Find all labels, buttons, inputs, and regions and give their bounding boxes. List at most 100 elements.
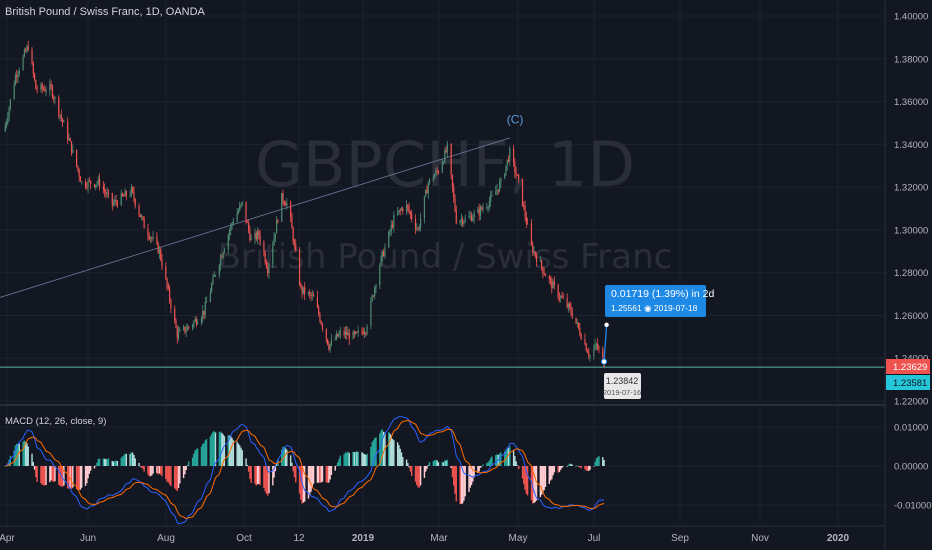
macd-histogram-bar	[40, 466, 42, 484]
macd-histogram-bar	[489, 457, 492, 466]
price-range-measure[interactable]: 0.01719 (1.39%) in 2d 1.25561 ◉ 2019-07-…	[600, 285, 714, 365]
candle-body	[249, 230, 251, 241]
macd-histogram-bar	[81, 466, 83, 488]
macd-histogram-bar	[509, 446, 511, 466]
trendline-segment[interactable]	[0, 137, 510, 320]
macd-histogram-bar	[393, 440, 395, 466]
candle-body	[479, 207, 482, 216]
candle-body	[177, 331, 180, 339]
price-axis[interactable]: 1.40000 1.38000 1.36000 1.34000 1.32000 1.300…	[884, 0, 932, 550]
macd-histogram-bar	[487, 462, 489, 466]
candle-body	[543, 273, 545, 275]
macd-histogram-bar	[157, 466, 159, 475]
candle-body	[418, 227, 420, 229]
candle-body	[500, 178, 502, 183]
candle-body	[84, 181, 87, 187]
macd-histogram-bar	[562, 465, 564, 467]
candle-body	[292, 228, 294, 243]
candle-body	[197, 322, 199, 325]
candle-body	[298, 251, 301, 285]
macd-histogram-bar	[575, 465, 577, 467]
macd-histogram-bar	[115, 460, 117, 466]
macd-histogram-bar	[553, 466, 556, 473]
candle-body	[9, 99, 11, 108]
macd-histogram-bar	[87, 466, 89, 479]
macd-histogram-bar	[535, 466, 538, 501]
candle-body	[597, 343, 599, 349]
candle-body	[552, 281, 554, 289]
macd-histogram-bar	[325, 466, 328, 483]
candle-body	[41, 84, 43, 89]
macd-histogram-bar	[464, 466, 466, 497]
candle-body	[255, 232, 257, 239]
macd-histogram-bar	[177, 466, 180, 489]
macd-histogram-bar	[479, 466, 482, 468]
macd-histogram	[4, 429, 605, 505]
macd-histogram-bar	[402, 456, 404, 466]
macd-histogram-bar	[205, 439, 208, 466]
macd-histogram-bar	[95, 465, 97, 467]
candle-body	[158, 249, 161, 254]
candle-body	[577, 322, 580, 328]
macd-histogram-bar	[454, 466, 456, 494]
macd-histogram-bar	[433, 460, 436, 466]
candle-body	[227, 235, 229, 250]
candle-body	[202, 310, 204, 318]
time-tick-label: Jun	[80, 533, 96, 544]
macd-histogram-bar	[459, 466, 461, 505]
macd-axis-ticks: 0.01000 0.00000 -0.01000	[894, 423, 932, 512]
macd-histogram-bar	[121, 456, 124, 466]
candle-body	[59, 114, 61, 116]
macd-histogram-bar	[148, 466, 150, 477]
candle-body	[160, 249, 162, 260]
candle-body	[446, 143, 448, 152]
candle-body	[472, 217, 474, 221]
candle-body	[209, 291, 211, 302]
time-tick-label: Nov	[751, 533, 769, 544]
macd-histogram-bar	[88, 466, 91, 474]
candle-body	[79, 176, 82, 183]
candle-body	[111, 193, 113, 205]
macd-histogram-bar	[470, 466, 473, 486]
candle-body	[276, 219, 278, 234]
measure-end-point[interactable]	[604, 322, 609, 328]
price-tick-label: 1.28000	[894, 268, 928, 279]
time-axis[interactable]: Apr Jun Aug Oct 12 2019 Mar May Jul Sep Nov 2020	[0, 525, 885, 544]
measure-start-point[interactable]	[600, 358, 608, 365]
macd-histogram-bar	[461, 466, 464, 504]
candle-body	[78, 170, 80, 177]
candle-body	[423, 196, 426, 219]
candle-body	[312, 295, 315, 297]
candle-body	[463, 221, 465, 224]
macd-histogram-bar	[50, 466, 52, 481]
macd-histogram-bar	[432, 460, 435, 466]
candle-body	[70, 141, 73, 153]
candle-body	[414, 219, 417, 229]
macd-histogram-bar	[463, 466, 465, 501]
macd-histogram-bar	[78, 466, 80, 491]
trendline[interactable]	[0, 137, 510, 320]
candle-body	[97, 178, 99, 184]
macd-histogram-bar	[281, 449, 283, 466]
macd-histogram-bar	[176, 466, 178, 492]
candle-body	[334, 338, 336, 340]
macd-histogram-bar	[193, 453, 195, 466]
macd-histogram-bar	[204, 440, 206, 466]
candle-body	[356, 331, 358, 333]
wave-label-c: (C)	[507, 113, 524, 127]
time-tick-label: Aug	[157, 533, 175, 544]
candle-body	[232, 221, 234, 224]
macd-histogram-bar	[424, 466, 427, 472]
candle-body	[598, 348, 600, 350]
candle-body	[76, 149, 78, 166]
candle-body	[435, 170, 437, 175]
time-tick-label: May	[509, 533, 528, 544]
macd-histogram-bar	[124, 453, 126, 466]
candle-body	[553, 281, 555, 285]
candle-body	[515, 172, 517, 175]
candle-body	[516, 174, 519, 176]
macd-histogram-bar	[469, 466, 471, 488]
macd-histogram-bar	[268, 466, 270, 494]
candle-body	[68, 138, 70, 140]
